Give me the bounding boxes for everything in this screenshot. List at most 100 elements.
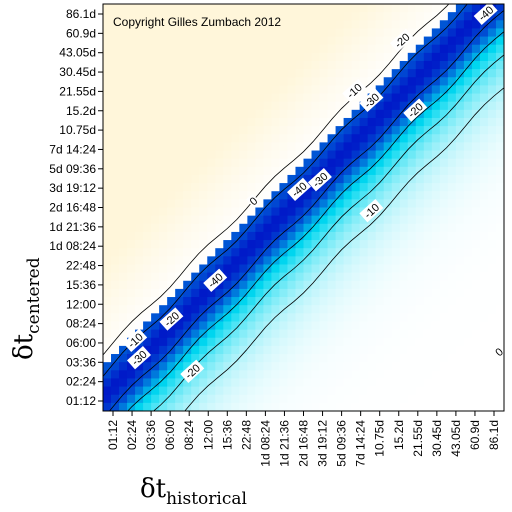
contour-label-bg <box>342 79 367 103</box>
heatmap-cell <box>207 223 216 233</box>
heatmap-cell <box>447 223 457 233</box>
heatmap-cell <box>439 297 449 306</box>
heatmap-cell <box>439 20 449 30</box>
heatmap-cell <box>487 321 497 331</box>
heatmap-cell <box>335 109 345 119</box>
heatmap-cell <box>415 240 425 249</box>
heatmap-cell <box>311 370 321 380</box>
heatmap-cell <box>279 329 289 339</box>
heatmap-cell <box>279 60 289 70</box>
heatmap-cell <box>135 362 144 371</box>
heatmap-cell <box>447 345 457 355</box>
heatmap-cell <box>255 52 264 62</box>
heatmap-cell <box>271 142 281 152</box>
heatmap-cell <box>495 231 504 241</box>
heatmap-cell <box>151 191 160 200</box>
heatmap-cell <box>255 207 264 217</box>
heatmap-cell <box>319 386 329 396</box>
heatmap-cell <box>159 207 168 217</box>
heatmap-cell <box>447 199 457 209</box>
heatmap-cell <box>375 386 385 396</box>
heatmap-cell <box>207 394 216 404</box>
heatmap-cell <box>471 60 481 70</box>
heatmap-cell <box>127 183 136 192</box>
y-axis-symbol: δt <box>9 333 39 360</box>
heatmap-cell <box>423 248 433 257</box>
heatmap-cell <box>295 362 305 371</box>
heatmap-cell <box>311 272 321 282</box>
heatmap-cell <box>159 345 168 355</box>
heatmap-cell <box>455 101 465 111</box>
heatmap-cell <box>127 223 136 233</box>
heatmap-cell <box>383 191 393 200</box>
heatmap-cell <box>159 20 168 30</box>
heatmap-cell <box>455 378 465 388</box>
heatmap-cell <box>319 52 329 62</box>
heatmap-cell <box>119 297 128 306</box>
heatmap-cell <box>295 134 305 143</box>
heatmap-cell <box>175 329 184 339</box>
heatmap-cell <box>487 386 497 396</box>
heatmap-cell <box>143 191 152 200</box>
heatmap-cell <box>199 4 208 13</box>
heatmap-cell <box>159 4 168 13</box>
heatmap-cell <box>143 109 152 119</box>
x-tick-label: 60.9d <box>468 420 482 450</box>
heatmap-cell <box>407 256 417 266</box>
heatmap-cell <box>167 93 176 103</box>
heatmap-cell <box>303 109 313 119</box>
heatmap-cell <box>495 199 504 209</box>
heatmap-cell <box>327 191 337 200</box>
heatmap-cell <box>207 264 216 274</box>
heatmap-cell <box>143 248 152 257</box>
heatmap-cell <box>399 4 409 13</box>
heatmap-cell <box>199 134 208 143</box>
contour-label-bg <box>159 307 184 331</box>
heatmap-cell <box>199 386 208 396</box>
heatmap-cell <box>447 402 457 411</box>
heatmap-cell <box>463 329 473 339</box>
heatmap-cell <box>175 77 184 86</box>
heatmap-cell <box>127 77 136 86</box>
heatmap-cell <box>431 126 441 135</box>
heatmap-cell <box>247 69 256 78</box>
heatmap-cell <box>199 345 208 355</box>
heatmap-cell <box>327 93 337 103</box>
heatmap-cell <box>463 126 473 135</box>
heatmap-cell <box>479 394 489 404</box>
heatmap-cell <box>119 223 128 233</box>
heatmap-cell <box>415 297 425 306</box>
heatmap-cell <box>439 207 449 217</box>
heatmap-cell <box>159 370 168 380</box>
heatmap-cell <box>279 248 289 257</box>
heatmap-cell <box>191 12 200 21</box>
heatmap-cell <box>111 126 120 135</box>
heatmap-cell <box>159 93 168 103</box>
heatmap-cell <box>423 264 433 274</box>
heatmap-cell <box>215 305 224 314</box>
heatmap-cell <box>143 93 152 103</box>
heatmap-cell <box>239 77 248 86</box>
heatmap-cell <box>263 256 273 266</box>
heatmap-cell <box>255 223 264 233</box>
heatmap-cell <box>399 386 409 396</box>
heatmap-cell <box>487 77 497 86</box>
heatmap-cell <box>311 354 321 363</box>
heatmap-cell <box>199 60 208 70</box>
heatmap-cell <box>359 313 369 323</box>
heatmap-cell <box>407 44 417 54</box>
heatmap-cell <box>103 386 112 396</box>
heatmap-cell <box>319 142 329 152</box>
heatmap-cell <box>487 362 497 371</box>
heatmap-cell <box>223 305 232 314</box>
heatmap-cell <box>439 362 449 371</box>
heatmap-cell <box>287 264 297 274</box>
heatmap-cell <box>367 69 377 78</box>
heatmap-cell <box>175 150 184 160</box>
heatmap-cell <box>455 256 465 266</box>
heatmap-cell <box>383 321 393 331</box>
heatmap-cell <box>311 280 321 290</box>
heatmap-cell <box>271 85 281 95</box>
heatmap-cell <box>255 345 264 355</box>
heatmap-cell <box>423 85 433 95</box>
